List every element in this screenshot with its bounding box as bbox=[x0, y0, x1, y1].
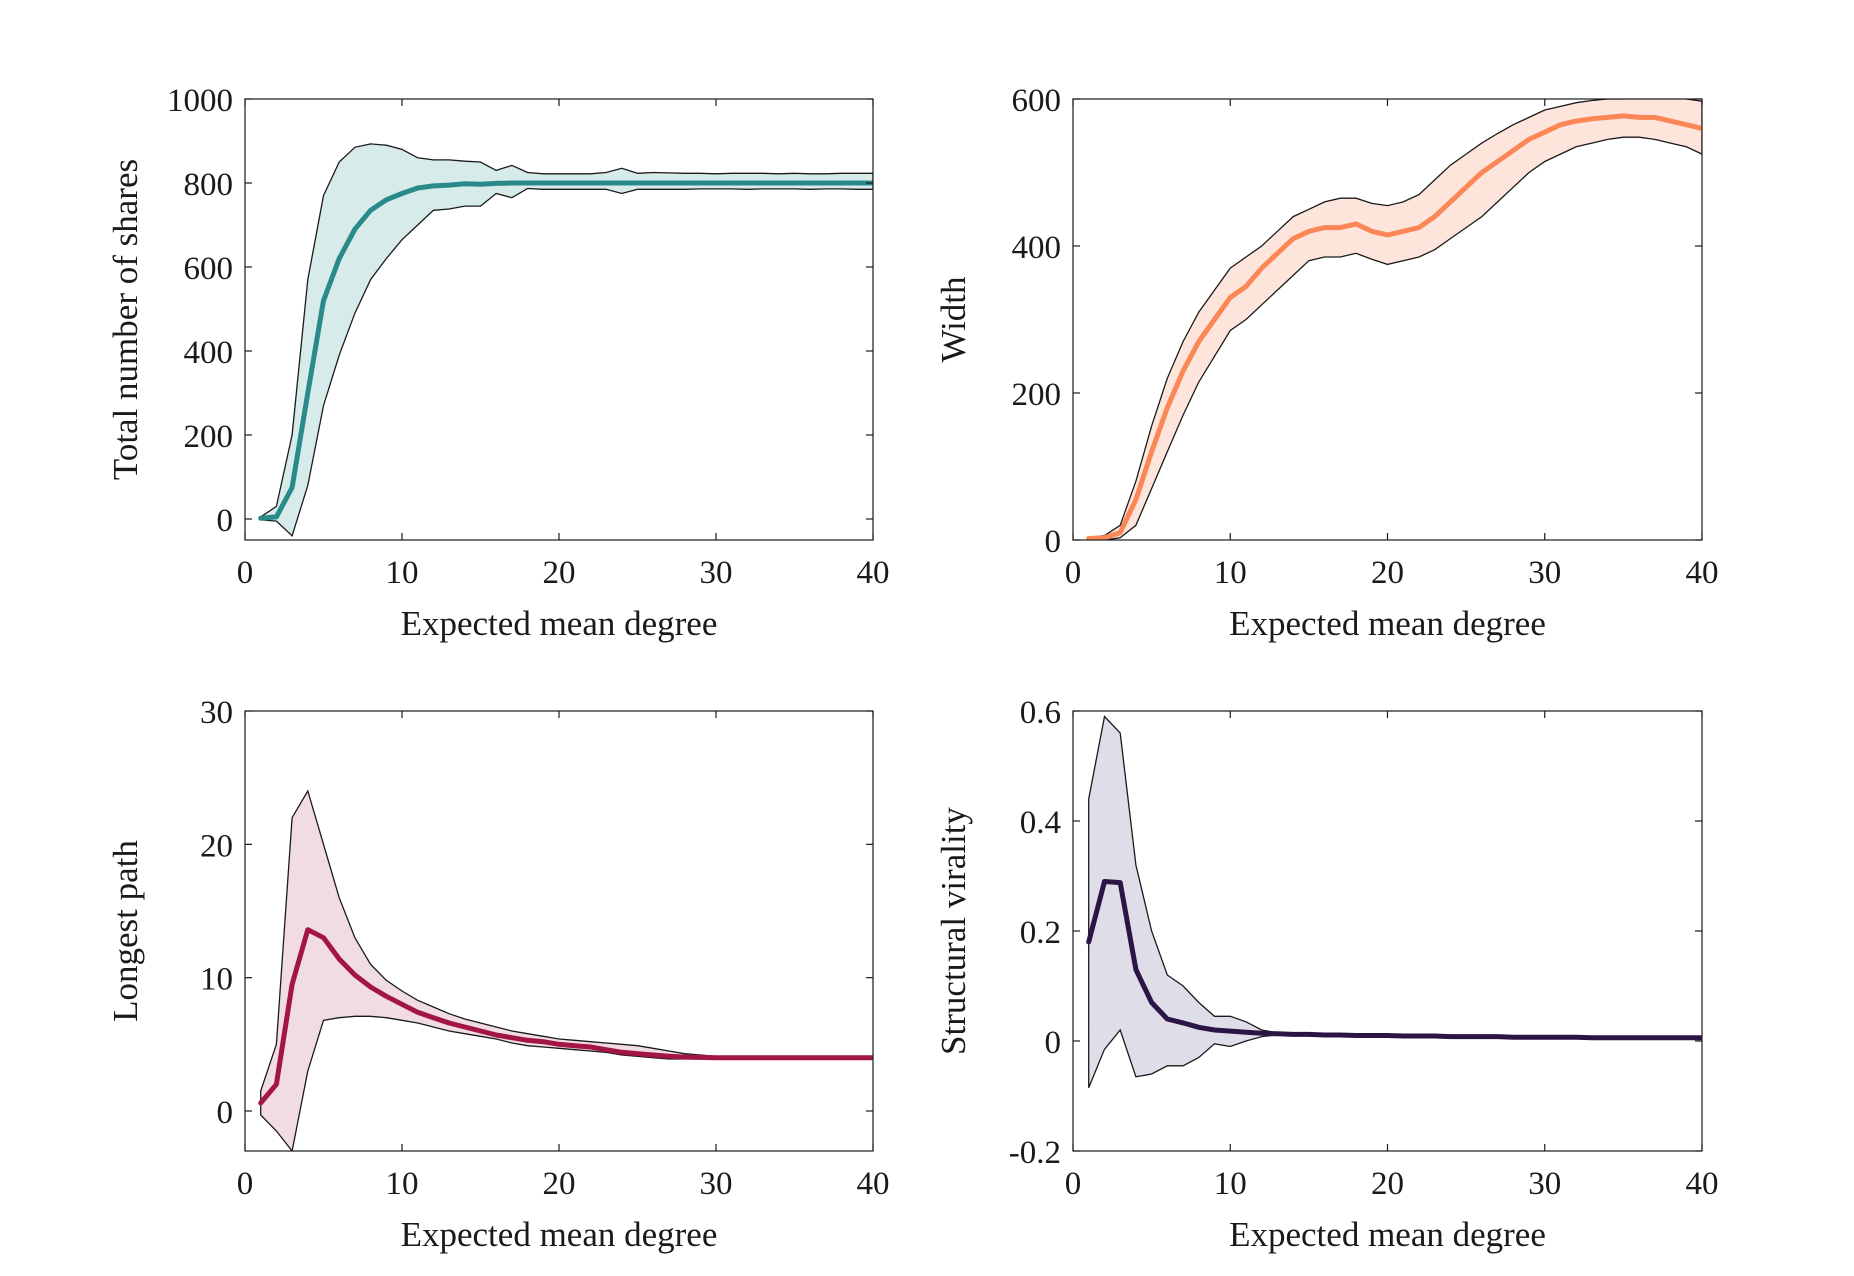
y-tick-label: 400 bbox=[1012, 230, 1062, 266]
y-axis-label: Width bbox=[934, 276, 973, 363]
x-tick-label: 0 bbox=[1065, 555, 1082, 591]
x-tick-label: 30 bbox=[700, 555, 733, 591]
series-line bbox=[1086, 113, 1702, 540]
y-tick-label: 0.6 bbox=[1020, 695, 1061, 731]
y-tick-label: 0.4 bbox=[1020, 805, 1061, 841]
x-tick-label: 0 bbox=[237, 1166, 254, 1202]
y-tick-label: 0 bbox=[217, 503, 234, 539]
y-tick-label: 600 bbox=[184, 251, 234, 287]
y-tick-label: 0 bbox=[1045, 1025, 1062, 1061]
y-tick-label: 400 bbox=[184, 335, 234, 371]
y-tick-label: 600 bbox=[1012, 83, 1062, 119]
y-tick-label: 0 bbox=[1045, 524, 1062, 560]
x-tick-label: 30 bbox=[1528, 1166, 1561, 1202]
x-tick-label: 30 bbox=[1528, 555, 1561, 591]
x-tick-label: 30 bbox=[700, 1166, 733, 1202]
x-tick-label: 40 bbox=[857, 555, 890, 591]
y-tick-label: 1000 bbox=[167, 83, 233, 119]
x-tick-label: 10 bbox=[386, 555, 419, 591]
x-axis-label: Expected mean degree bbox=[1229, 1215, 1546, 1254]
y-tick-label: 30 bbox=[200, 695, 233, 731]
x-axis-label: Expected mean degree bbox=[1229, 604, 1546, 643]
chart-panel-3: 0 10 20 30 40 0 10 20 30 Expected mean degree Long… bbox=[106, 695, 890, 1254]
x-tick-label: 40 bbox=[857, 1166, 890, 1202]
y-tick-label: 200 bbox=[184, 419, 234, 455]
y-axis-label: Longest path bbox=[106, 840, 145, 1022]
confidence-band bbox=[1088, 715, 1702, 1089]
series-line bbox=[1086, 879, 1702, 1041]
y-axis-label: Structural virality bbox=[934, 807, 973, 1055]
x-tick-label: 0 bbox=[1065, 1166, 1082, 1202]
x-tick-label: 10 bbox=[1214, 555, 1247, 591]
x-axis-label: Expected mean degree bbox=[401, 604, 718, 643]
x-tick-label: 20 bbox=[543, 555, 576, 591]
x-axis-label: Expected mean degree bbox=[401, 1215, 718, 1254]
y-tick-label: -0.2 bbox=[1009, 1135, 1061, 1171]
x-tick-label: 10 bbox=[386, 1166, 419, 1202]
y-tick-label: 10 bbox=[200, 962, 233, 998]
x-tick-label: 20 bbox=[1371, 1166, 1404, 1202]
x-tick-label: 0 bbox=[237, 555, 254, 591]
y-axis-label: Total number of shares bbox=[106, 159, 145, 480]
y-tick-label: 200 bbox=[1012, 377, 1062, 413]
x-tick-label: 40 bbox=[1686, 555, 1719, 591]
y-tick-label: 20 bbox=[200, 828, 233, 864]
axes-box bbox=[1072, 98, 1703, 541]
series-line bbox=[258, 927, 873, 1106]
x-tick-label: 20 bbox=[543, 1166, 576, 1202]
y-tick-label: 0 bbox=[217, 1095, 234, 1131]
x-tick-label: 40 bbox=[1686, 1166, 1719, 1202]
x-tick-label: 20 bbox=[1371, 555, 1404, 591]
axes-box bbox=[1072, 710, 1703, 1152]
y-tick-label: 800 bbox=[184, 167, 234, 203]
confidence-band bbox=[260, 143, 873, 537]
series-line bbox=[258, 180, 873, 521]
confidence-band bbox=[1088, 99, 1702, 540]
x-tick-label: 10 bbox=[1214, 1166, 1247, 1202]
y-tick-label: 0.2 bbox=[1020, 915, 1061, 951]
